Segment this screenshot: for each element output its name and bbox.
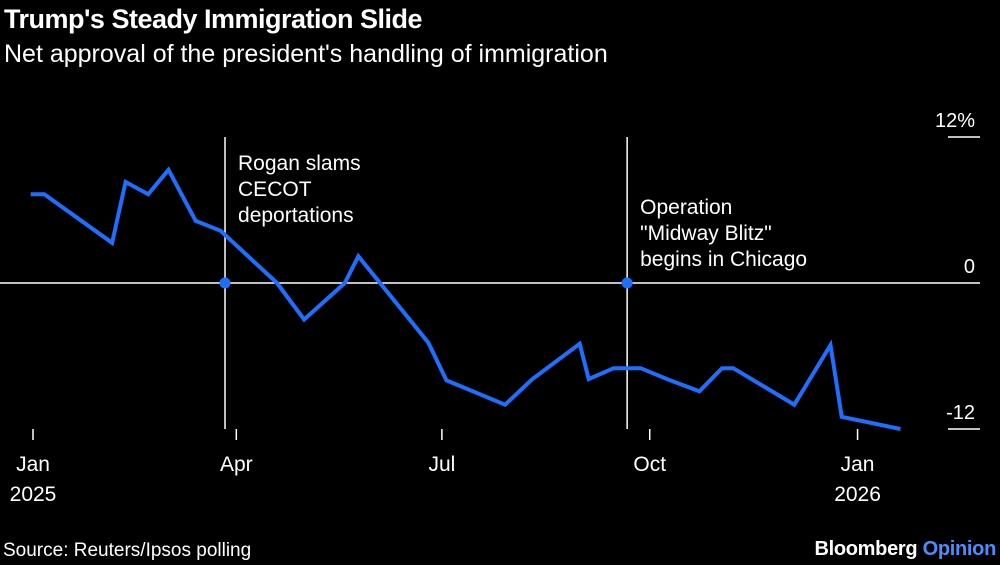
annotation-text: "Midway Blitz" [640,222,772,245]
series-line [30,166,901,431]
x-tick-sublabel: 2026 [834,483,881,506]
y-tick-label: 0 [964,256,975,278]
chart-subtitle: Net approval of the president's handling… [4,40,608,68]
annotation-marker [219,277,231,289]
annotation-text: Rogan slams [238,152,361,175]
brand-section: Opinion [922,538,997,560]
chart-title: Trump's Steady Immigration Slide [4,4,423,34]
marker-layer [219,277,633,289]
annotation-text: deportations [238,204,354,227]
source-note: Source: Reuters/Ipsos polling [3,540,252,561]
x-tick-sublabel: 2025 [10,483,57,506]
brand-logo: Bloomberg Opinion [814,538,996,561]
annotation-text: Operation [640,196,732,219]
series-layer [30,166,901,431]
annotation-marker [621,277,633,289]
x-tick-label: Apr [220,453,253,476]
annotation-text: CECOT [238,178,312,201]
annotation-text: begins in Chicago [640,248,807,271]
x-tick-label: Jan [16,453,50,476]
x-tick-label: Jan [841,453,875,476]
y-tick-label: 12% [935,110,975,132]
brand-name: Bloomberg [814,538,918,560]
axis-layer: 12% 0 -12 Jan 2025 Apr Jul Oct Jan 2026 [0,110,980,506]
x-tick-label: Jul [428,453,455,476]
y-tick-label: -12 [946,402,975,424]
x-tick-label: Oct [633,453,666,476]
